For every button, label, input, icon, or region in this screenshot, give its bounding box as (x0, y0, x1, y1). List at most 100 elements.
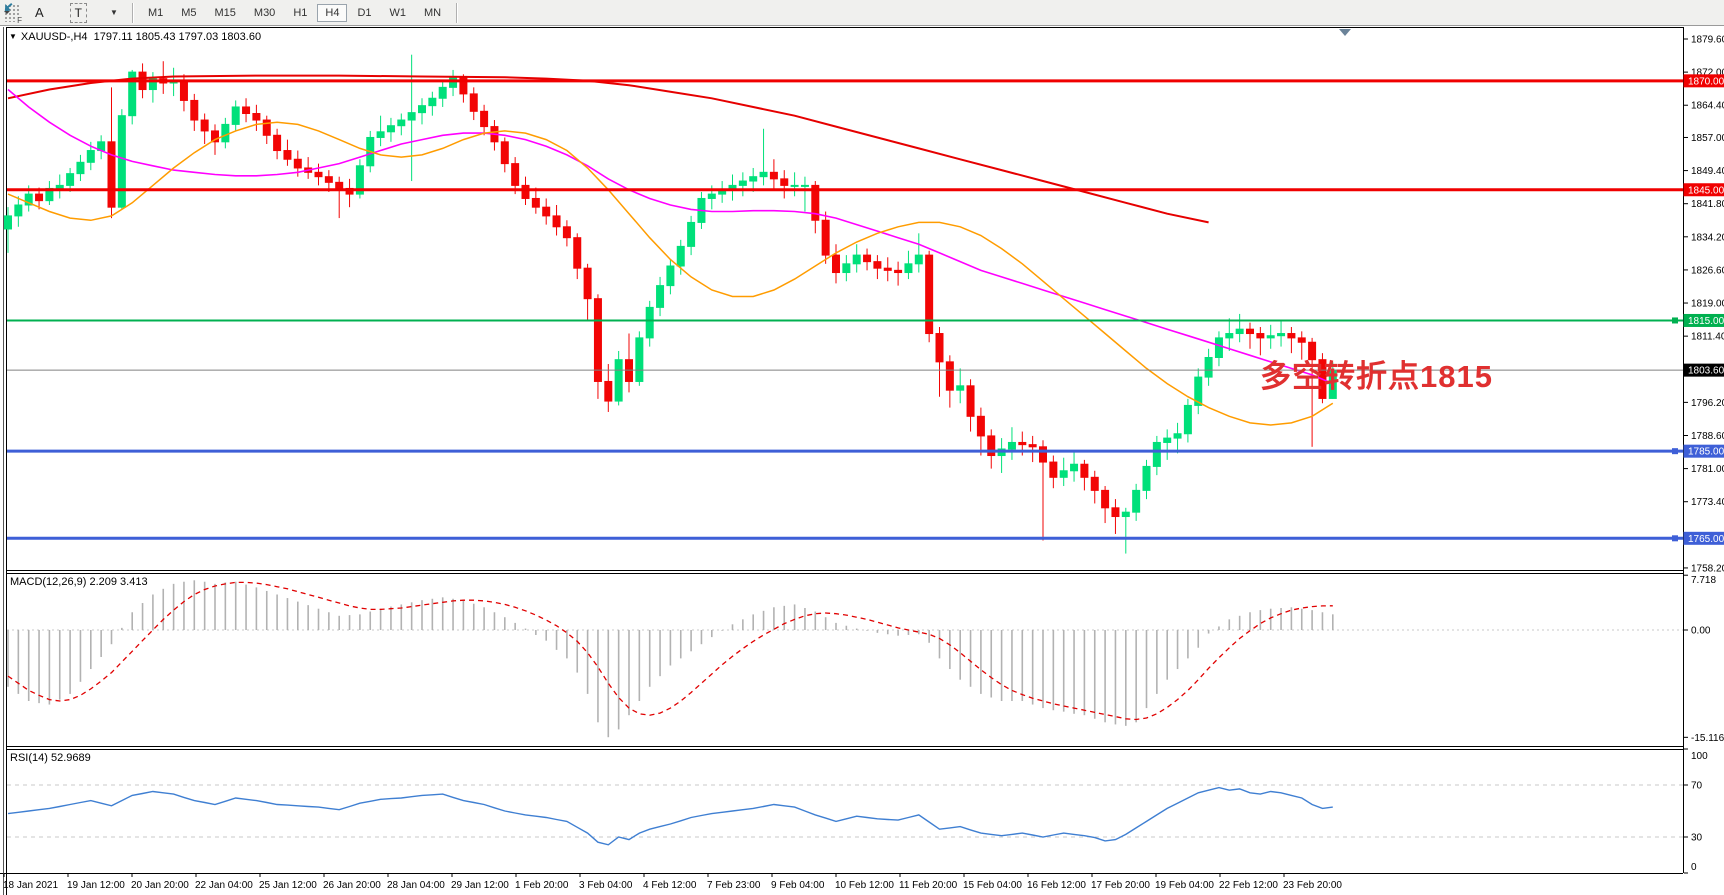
chart-shift-marker[interactable] (1339, 29, 1351, 36)
candle (625, 333, 633, 393)
candle (552, 205, 561, 236)
ma-fast-orange[interactable] (7, 121, 1334, 426)
timeframe-button-m30[interactable]: M30 (246, 4, 283, 22)
candle (593, 294, 602, 399)
candle (355, 159, 364, 199)
candle (283, 139, 292, 166)
candle (800, 176, 809, 212)
svg-text:0.00: 0.00 (1691, 626, 1711, 637)
ma-mid-magenta[interactable] (7, 88, 1334, 385)
svg-text:26 Jan 20:00: 26 Jan 20:00 (323, 880, 381, 891)
candle (480, 104, 489, 136)
candle (769, 159, 778, 190)
candle (345, 178, 354, 208)
candle (935, 326, 944, 397)
symbol-collapse-icon[interactable]: ▼ (9, 32, 17, 41)
svg-text:22 Feb 12:00: 22 Feb 12:00 (1219, 880, 1278, 891)
timeframe-button-h1[interactable]: H1 (285, 4, 315, 22)
svg-text:1845.00: 1845.00 (1688, 185, 1724, 196)
svg-text:4 Feb 12:00: 4 Feb 12:00 (643, 880, 697, 891)
candle (945, 355, 954, 408)
ma-slow-red[interactable] (7, 74, 1209, 224)
timeframe-button-mn[interactable]: MN (416, 4, 449, 22)
candle (449, 69, 458, 97)
svg-text:29 Jan 12:00: 29 Jan 12:00 (451, 880, 509, 891)
timeframe-button-h4[interactable]: H4 (317, 3, 348, 22)
candle (1183, 398, 1192, 443)
candle (883, 257, 892, 282)
candle (1007, 427, 1016, 460)
svg-text:25 Jan 12:00: 25 Jan 12:00 (259, 880, 317, 891)
candle (262, 115, 271, 145)
timeframe-group: M1 M5 M15 M30 H1 H4 D1 W1 MN (139, 3, 450, 22)
candle (1256, 326, 1265, 356)
time-axis: 18 Jan 2021 19 Jan 12:00 20 Jan 20:00 22 Ja… (3, 873, 1342, 891)
candle (242, 98, 251, 123)
svg-text:-15.116: -15.116 (1691, 733, 1724, 744)
macd-panel: 7.718 0.00 -15.116 (7, 574, 1724, 744)
timeframe-button-m5[interactable]: M5 (173, 4, 204, 22)
rsi-indicator-label: RSI(14) 52.9689 (10, 752, 91, 764)
candle (1101, 486, 1110, 524)
candle (500, 137, 509, 173)
candle (438, 80, 447, 107)
svg-text:28 Jan 04:00: 28 Jan 04:00 (387, 880, 445, 891)
candle (428, 91, 437, 116)
candle (1142, 459, 1151, 500)
candle (1214, 331, 1223, 367)
candle (604, 364, 613, 412)
candle (728, 174, 737, 201)
svg-text:7 Feb 23:00: 7 Feb 23:00 (707, 880, 761, 891)
candle (666, 259, 675, 295)
candle (976, 407, 985, 456)
svg-text:1819.00: 1819.00 (1691, 299, 1724, 310)
svg-text:9 Feb 04:00: 9 Feb 04:00 (771, 880, 825, 891)
rsi-panel: 100 70 30 0 (7, 748, 1708, 874)
svg-text:1864.40: 1864.40 (1691, 101, 1724, 112)
timeframe-button-m15[interactable]: M15 (207, 4, 244, 22)
candle (273, 128, 282, 160)
candle (1266, 324, 1275, 349)
candle (231, 100, 240, 131)
candle (583, 263, 592, 321)
svg-text:1857.00: 1857.00 (1691, 133, 1724, 144)
candle (1121, 507, 1130, 554)
symbol-header[interactable]: ▼ XAUUSD-,H4 1797.11 1805.43 1797.03 1803… (9, 31, 261, 43)
svg-text:1879.60: 1879.60 (1691, 35, 1724, 46)
dropdown-caret-icon[interactable]: ▼ (110, 8, 118, 17)
rsi-line (7, 786, 1333, 846)
timeframe-button-d1[interactable]: D1 (349, 4, 379, 22)
timeframe-button-w1[interactable]: W1 (382, 4, 415, 22)
candle (718, 181, 727, 203)
candle (842, 255, 851, 282)
candle (873, 255, 882, 280)
candle (1028, 435, 1037, 463)
svg-text:1803.60: 1803.60 (1688, 366, 1724, 377)
hline-handle[interactable] (1672, 317, 1678, 324)
candle (894, 261, 903, 286)
svg-text:1788.60: 1788.60 (1691, 431, 1724, 442)
candle (780, 170, 789, 199)
macd-signal-line (7, 581, 1333, 721)
candle (407, 54, 416, 182)
toolbar-separator (131, 2, 133, 23)
candle (418, 98, 426, 125)
candle (749, 167, 758, 192)
svg-text:1811.40: 1811.40 (1691, 332, 1724, 343)
candle (14, 196, 23, 227)
arrange-tool-button[interactable]: ▼ (4, 3, 118, 17)
svg-text:70: 70 (1691, 781, 1703, 792)
text-tool-button[interactable]: T (69, 2, 88, 23)
candle (1080, 459, 1089, 491)
candle (386, 117, 395, 142)
candle (397, 113, 406, 136)
timeframe-button-m1[interactable]: M1 (140, 4, 171, 22)
symbol-name: XAUUSD-,H4 (20, 31, 88, 43)
font-tool-button[interactable]: A (31, 3, 48, 23)
hline-handle[interactable] (1672, 535, 1678, 542)
svg-text:1785.00: 1785.00 (1688, 447, 1724, 458)
candle (1287, 326, 1296, 354)
svg-text:0: 0 (1691, 862, 1697, 873)
hline-handle[interactable] (1672, 448, 1678, 455)
